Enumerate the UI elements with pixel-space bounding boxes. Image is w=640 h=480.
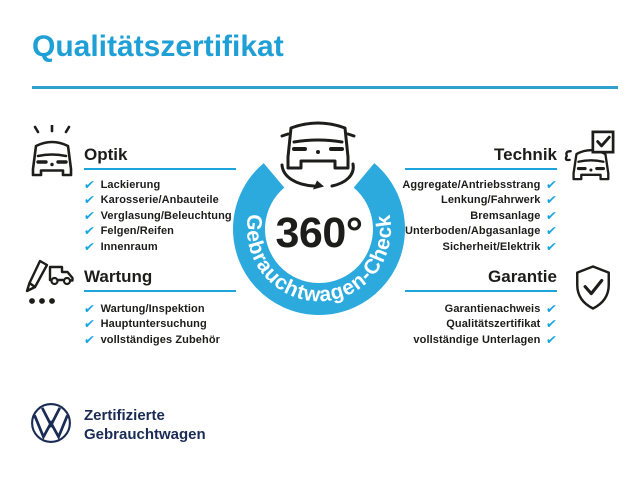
- check-icon: ✔: [83, 192, 96, 208]
- check-icon: ✔: [83, 331, 96, 347]
- optik-checklist: ✔ Lackierung ✔ Karosserie/Anbauteile ✔ Verg…: [83, 176, 232, 255]
- ring-center-label: 360°: [276, 209, 363, 257]
- check-icon: ✔: [83, 238, 96, 254]
- checklist-item: Garantienachweis ✔: [444, 300, 559, 316]
- garantie-checklist: Garantienachweis ✔ Qualitätszertifikat ✔ v…: [340, 300, 559, 348]
- car-rotation-icon: [280, 121, 356, 190]
- check-icon: ✔: [83, 300, 96, 316]
- check-icon: ✔: [545, 192, 559, 208]
- check-icon: ✔: [545, 207, 559, 223]
- checklist-item: Sicherheit/Elektrik ✔: [442, 238, 559, 254]
- footer-claim-line2: Gebrauchtwagen: [84, 426, 206, 443]
- section-title-optik: Optik: [84, 145, 236, 170]
- check-icon: ✔: [545, 300, 559, 316]
- ring: [233, 163, 405, 315]
- check-icon: ✔: [545, 238, 559, 254]
- footer-claim-line1: Zertifizierte: [84, 407, 165, 424]
- service-checklist-icon: [25, 259, 74, 304]
- checklist-item: Bremsanlage ✔: [470, 207, 559, 223]
- check-icon: ✔: [83, 223, 96, 239]
- checklist-item: ✔ Innenraum: [83, 238, 158, 254]
- title-divider: [32, 86, 618, 89]
- checklist-item: Unterboden/Abgasanlage ✔: [404, 223, 559, 239]
- check-icon: ✔: [83, 316, 96, 332]
- checklist-item: Qualitätszertifikat ✔: [446, 316, 559, 332]
- car-shine-icon: [31, 125, 73, 177]
- check-icon: ✔: [545, 223, 559, 239]
- section-title-optik-label: Optik: [84, 145, 128, 164]
- section-title-garantie-label: Garantie: [488, 267, 557, 286]
- section-title-wartung: Wartung: [84, 267, 236, 292]
- check-icon: ✔: [545, 176, 559, 192]
- checklist-item: ✔ Karosserie/Anbauteile: [83, 192, 219, 208]
- shield-check-icon: [576, 265, 610, 310]
- check-icon: ✔: [83, 207, 96, 223]
- checklist-item: Lenkung/Fahrwerk ✔: [441, 192, 559, 208]
- footer-claim: Zertifizierte Gebrauchtwagen: [84, 406, 206, 444]
- check-icon: ✔: [545, 316, 559, 332]
- checklist-item: ✔ vollständiges Zubehör: [83, 331, 221, 347]
- checklist-item: Aggregate/Antriebsstrang ✔: [402, 176, 559, 192]
- checklist-item: vollständige Unterlagen ✔: [413, 331, 559, 347]
- section-title-technik-label: Technik: [494, 145, 557, 164]
- checklist-item: ✔ Hauptuntersuchung: [83, 316, 207, 332]
- technik-checklist: Aggregate/Antriebsstrang ✔ Lenkung/Fahrwe…: [340, 176, 559, 255]
- 360-check-graphic: Gebrauchtwagen-Check 360°: [233, 121, 405, 315]
- checklist-item: ✔ Wartung/Inspektion: [83, 300, 205, 316]
- section-title-garantie: Garantie: [405, 267, 557, 292]
- car-checkbox-icon: [564, 130, 615, 181]
- vw-logo: [31, 403, 71, 443]
- checklist-item: ✔ Verglasung/Beleuchtung: [83, 207, 232, 223]
- page-title: Qualitätszertifikat: [32, 30, 284, 63]
- checklist-item: ✔ Felgen/Reifen: [83, 223, 175, 239]
- check-icon: ✔: [545, 331, 559, 347]
- checklist-item: ✔ Lackierung: [83, 176, 161, 192]
- section-title-technik: Technik: [405, 145, 557, 170]
- wartung-checklist: ✔ Wartung/Inspektion ✔ Hauptuntersuchung ✔…: [83, 300, 221, 348]
- check-icon: ✔: [83, 176, 96, 192]
- section-title-wartung-label: Wartung: [84, 267, 153, 286]
